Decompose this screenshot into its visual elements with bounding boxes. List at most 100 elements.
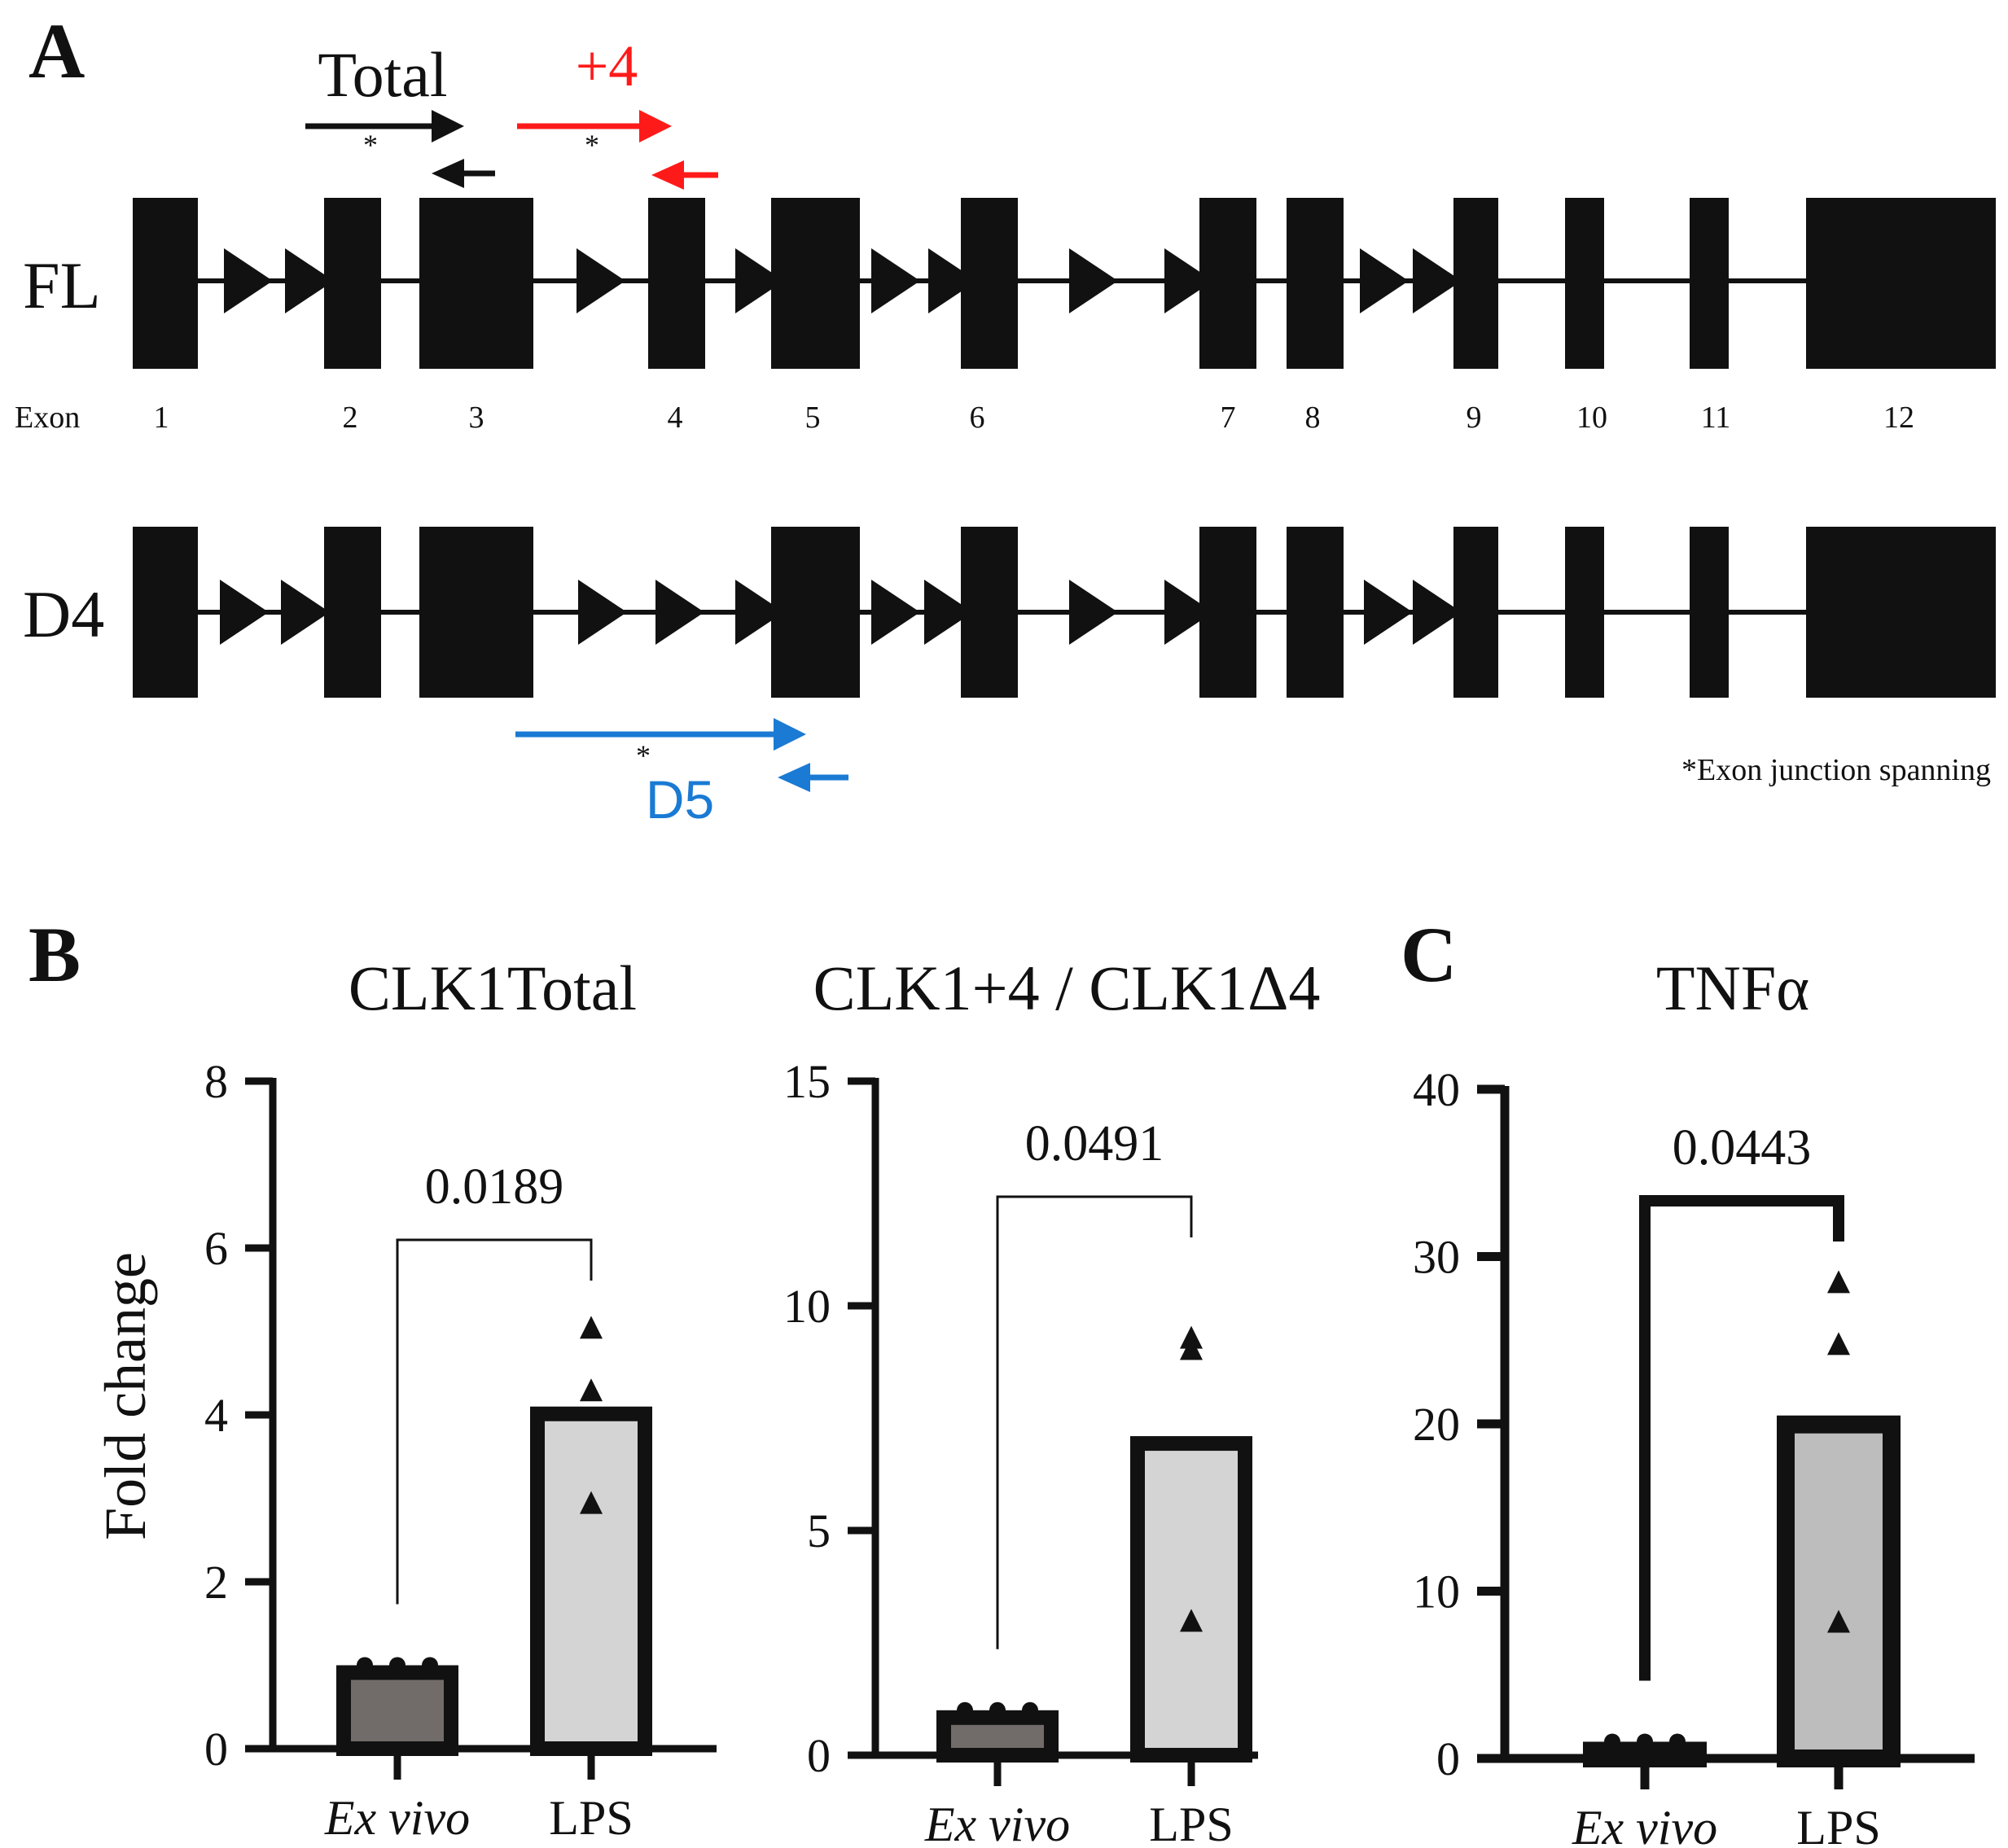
y-tick-label: 0 xyxy=(807,1729,831,1782)
data-point xyxy=(422,1657,438,1674)
data-point xyxy=(357,1657,373,1674)
isoform-d4: D4 xyxy=(23,527,1996,698)
fl-exon-5 xyxy=(771,198,860,369)
y-tick-label: 40 xyxy=(1413,1063,1460,1116)
primer-plus4-label: +4 xyxy=(576,33,638,99)
data-point xyxy=(1022,1701,1038,1719)
x-tick-label: Ex vivo xyxy=(924,1798,1070,1848)
fl-exon-9 xyxy=(1453,198,1498,369)
chart-clk1-total: CLK1Total Fold change 0 2 4 6 8 Ex vivo LPS 0.018… xyxy=(93,952,717,1845)
fl-exon-1 xyxy=(133,198,198,369)
bar-1 xyxy=(1130,1436,1252,1763)
exon-number-6: 6 xyxy=(970,401,985,435)
significance-bracket xyxy=(396,1238,593,1605)
bar-0 xyxy=(936,1710,1059,1763)
primer-total: Total * xyxy=(305,39,495,188)
x-tick-label: Ex vivo xyxy=(1572,1801,1717,1848)
exon-number-10: 10 xyxy=(1576,401,1607,435)
d4-exon-1 xyxy=(133,527,198,698)
exon-number-2: 2 xyxy=(343,401,358,435)
exon-number-3: 3 xyxy=(469,401,484,435)
fl-exon-8 xyxy=(1287,198,1344,369)
y-tick-label: 30 xyxy=(1413,1231,1460,1284)
chart-title: CLK1+4 / CLK1Δ4 xyxy=(813,952,1321,1023)
exon-number-12: 12 xyxy=(1883,401,1914,435)
bar-1 xyxy=(1777,1415,1901,1767)
footnote: *Exon junction spanning xyxy=(1681,753,1991,787)
exon-number-11: 11 xyxy=(1701,401,1731,435)
panel-a-label: A xyxy=(28,7,85,94)
y-tick-label: 20 xyxy=(1413,1398,1460,1451)
data-point xyxy=(1180,1337,1203,1360)
chart-clk1-ratio: CLK1+4 / CLK1Δ4 0 5 10 15 Ex vivo LPS 0.0491 xyxy=(783,952,1320,1848)
exon-number-1: 1 xyxy=(154,401,169,435)
x-tick-label: Ex vivo xyxy=(324,1791,470,1845)
chart-title: TNFα xyxy=(1656,952,1809,1023)
bar-0 xyxy=(336,1665,458,1756)
data-point xyxy=(580,1491,603,1514)
data-point xyxy=(1827,1270,1850,1294)
d4-exon-10 xyxy=(1565,527,1604,698)
data-point xyxy=(389,1657,406,1674)
data-point xyxy=(1637,1733,1653,1750)
panel-b-label: B xyxy=(28,911,81,998)
fl-exon-11 xyxy=(1690,198,1729,369)
primer-d5: * D5 xyxy=(515,718,848,830)
y-tick-label: 0 xyxy=(1436,1732,1460,1785)
primer-plus4-marker: * xyxy=(585,129,599,161)
primer-d5-label: D5 xyxy=(646,769,714,830)
isoform-d4-label: D4 xyxy=(23,577,104,651)
y-tick-label: 15 xyxy=(783,1055,831,1108)
isoform-fl-label: FL xyxy=(23,248,101,322)
primer-plus4: +4 * xyxy=(517,33,718,190)
x-tick-label: LPS xyxy=(549,1791,633,1845)
data-point xyxy=(580,1316,603,1339)
exon-number-4: 4 xyxy=(668,401,683,435)
data-point xyxy=(1180,1609,1203,1632)
x-tick-label: LPS xyxy=(1149,1798,1233,1848)
data-point xyxy=(1604,1733,1620,1750)
exon-number-5: 5 xyxy=(805,401,821,435)
data-point xyxy=(1827,1609,1850,1633)
d4-intron-arrows xyxy=(220,580,1462,645)
primer-total-label: Total xyxy=(318,39,447,110)
data-point xyxy=(957,1701,973,1719)
exon-prefix: Exon xyxy=(15,401,80,435)
chart-tnfa: TNFα 0 10 20 30 40 Ex vivo LPS 0.0443 xyxy=(1413,952,1975,1848)
p-value-label: 0.0443 xyxy=(1673,1120,1812,1176)
p-value-label: 0.0189 xyxy=(425,1159,564,1215)
y-tick-label: 5 xyxy=(807,1504,831,1557)
data-point xyxy=(580,1378,603,1402)
data-point xyxy=(989,1701,1006,1719)
d4-exon-11 xyxy=(1690,527,1729,698)
significance-bracket xyxy=(996,1195,1193,1649)
chart-title: CLK1Total xyxy=(349,952,637,1023)
significance-bracket xyxy=(1639,1195,1844,1681)
fl-exon-numbers: Exon 1 2 3 4 5 6 7 8 9 10 11 12 xyxy=(15,401,1914,435)
data-point xyxy=(1669,1733,1686,1750)
y-tick-label: 8 xyxy=(204,1055,228,1108)
y-tick-label: 6 xyxy=(204,1222,228,1275)
d4-exon-12 xyxy=(1806,527,1996,698)
y-axis-label: Fold change xyxy=(93,1252,158,1540)
fl-exon-12 xyxy=(1806,198,1996,369)
y-tick-label: 4 xyxy=(204,1389,228,1442)
d4-exon-8 xyxy=(1287,527,1344,698)
exon-number-7: 7 xyxy=(1221,401,1236,435)
exon-number-9: 9 xyxy=(1467,401,1482,435)
fl-exon-10 xyxy=(1565,198,1604,369)
fl-intron-arrows xyxy=(224,248,1462,313)
p-value-label: 0.0491 xyxy=(1025,1116,1164,1171)
bar-1 xyxy=(530,1406,652,1756)
data-point xyxy=(1827,1332,1850,1355)
y-tick-label: 2 xyxy=(204,1556,228,1609)
x-tick-label: LPS xyxy=(1796,1801,1880,1848)
fl-exon-4 xyxy=(648,198,705,369)
d4-exon-5 xyxy=(771,527,860,698)
isoform-fl: FL Exon 1 2 3 4 xyxy=(15,198,1996,435)
primer-d5-marker: * xyxy=(636,739,651,772)
y-tick-label: 10 xyxy=(783,1280,831,1333)
d4-exon-2 xyxy=(324,527,381,698)
panel-c-label: C xyxy=(1401,911,1457,998)
